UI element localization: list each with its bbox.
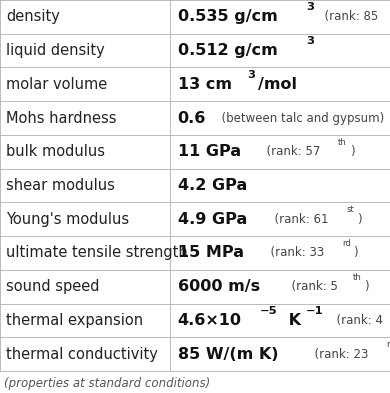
Text: Mohs hardness: Mohs hardness <box>6 110 117 125</box>
Text: /mol: /mol <box>258 77 297 92</box>
Text: ): ) <box>364 280 369 293</box>
Text: th: th <box>353 273 362 282</box>
Text: 6000 m/s: 6000 m/s <box>178 279 260 294</box>
Text: ultimate tensile strength: ultimate tensile strength <box>6 246 188 261</box>
Text: th: th <box>338 138 347 147</box>
Text: thermal conductivity: thermal conductivity <box>6 347 158 362</box>
Text: 3: 3 <box>307 2 314 13</box>
Text: ): ) <box>349 145 354 158</box>
Text: (rank: 57: (rank: 57 <box>259 145 321 158</box>
Text: thermal expansion: thermal expansion <box>6 313 143 328</box>
Text: Young's modulus: Young's modulus <box>6 212 129 227</box>
Text: −5: −5 <box>260 306 278 316</box>
Text: (rank: 4: (rank: 4 <box>329 314 383 327</box>
Text: (rank: 5: (rank: 5 <box>284 280 337 293</box>
Text: sound speed: sound speed <box>6 279 99 294</box>
Text: 3: 3 <box>247 70 255 80</box>
Text: bulk modulus: bulk modulus <box>6 144 105 159</box>
Text: (between talc and gypsum): (between talc and gypsum) <box>214 112 385 125</box>
Text: 85 W/(m K): 85 W/(m K) <box>178 347 278 362</box>
Text: rd: rd <box>342 239 351 248</box>
Text: 0.535 g/cm: 0.535 g/cm <box>178 9 277 24</box>
Text: 4.2 GPa: 4.2 GPa <box>178 178 247 193</box>
Text: molar volume: molar volume <box>6 77 107 92</box>
Text: (rank: 23: (rank: 23 <box>307 348 369 361</box>
Text: 11 GPa: 11 GPa <box>178 144 241 159</box>
Text: ): ) <box>353 246 358 259</box>
Text: 15 MPa: 15 MPa <box>178 246 244 261</box>
Text: 13 cm: 13 cm <box>178 77 232 92</box>
Text: liquid density: liquid density <box>6 43 105 58</box>
Text: density: density <box>6 9 60 24</box>
Text: 0.6: 0.6 <box>178 110 206 125</box>
Text: K: K <box>283 313 301 328</box>
Text: 0.512 g/cm: 0.512 g/cm <box>178 43 277 58</box>
Text: −1: −1 <box>306 306 324 316</box>
Text: ): ) <box>356 213 361 226</box>
Text: 4.6×10: 4.6×10 <box>178 313 242 328</box>
Text: (rank: 33: (rank: 33 <box>263 246 324 259</box>
Text: (rank: 61: (rank: 61 <box>267 213 328 226</box>
Text: shear modulus: shear modulus <box>6 178 115 193</box>
Text: 3: 3 <box>307 36 314 46</box>
Text: rd: rd <box>386 340 390 349</box>
Text: st: st <box>346 205 354 214</box>
Text: (rank: 85: (rank: 85 <box>317 10 378 23</box>
Text: 4.9 GPa: 4.9 GPa <box>178 212 247 227</box>
Text: (properties at standard conditions): (properties at standard conditions) <box>4 376 210 389</box>
